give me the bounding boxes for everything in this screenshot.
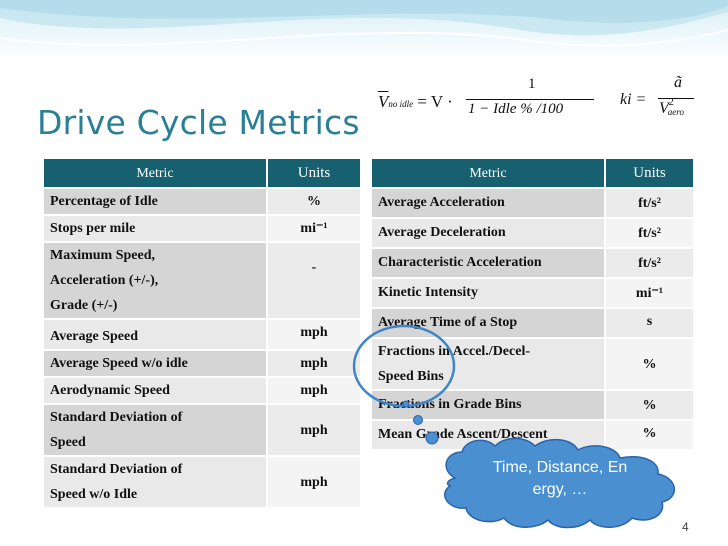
metric-cell: Maximum Speed, Acceleration (+/-), Grade… [42, 241, 268, 320]
table-row: Kinetic Intensity mi⁻¹ [370, 277, 695, 309]
table-row: Average Acceleration ft/s² [370, 187, 695, 219]
metric-cell: Average Speed [42, 318, 268, 351]
metric-cell: Kinetic Intensity [370, 277, 606, 309]
units-cell: ft/s² [604, 217, 695, 249]
formula-1-fraction-bar [466, 99, 594, 100]
metric-cell: Characteristic Acceleration [370, 247, 606, 279]
metric-cell: Average Acceleration [370, 187, 606, 219]
units-cell: ft/s² [604, 247, 695, 279]
header-band [0, 0, 728, 60]
metric-cell: Standard Deviation of Speed w/o Idle [42, 455, 268, 509]
metric-cell: Percentage of Idle [42, 187, 268, 216]
metric-cell: Average Time of a Stop [370, 307, 606, 339]
table-row: Average Time of a Stop s [370, 307, 695, 339]
units-cell: % [604, 419, 695, 451]
callout-line-1: Time, Distance, En [492, 459, 628, 476]
table-header-row: Metric Units [370, 157, 695, 189]
table-header-row: Metric Units [42, 157, 362, 189]
metric-line: Speed [50, 435, 86, 450]
units-cell: % [604, 337, 695, 391]
metric-line: Grade (+/-) [50, 298, 118, 313]
formula-kinetic-intensity: ki = ã V2aero [620, 74, 700, 124]
formula-2-fraction-bar [658, 98, 694, 99]
formula-2-den-sup: 2 [668, 97, 674, 108]
units-cell: mph [266, 349, 362, 378]
metric-column-header: Metric [42, 157, 268, 189]
formula-1-lhs-sub: no idle [388, 99, 414, 109]
metric-line: Fractions in Accel./Decel- [378, 344, 531, 359]
callout-text: Time, Distance, En ergy, … [460, 457, 660, 501]
units-cell: s [604, 307, 695, 339]
left-metrics-table: Metric Units Percentage of Idle % Stops … [42, 157, 362, 509]
metric-cell: Aerodynamic Speed [42, 376, 268, 405]
metric-cell: Standard Deviation of Speed [42, 403, 268, 457]
metric-line: Standard Deviation of [50, 410, 183, 425]
metric-cell: Mean Grade Ascent/Descent [370, 419, 606, 451]
metric-line: Standard Deviation of [50, 462, 183, 477]
formula-2-denominator: V [659, 100, 669, 117]
formula-1-lhs: V [378, 92, 389, 111]
table-row: Average Speed w/o idle mph [42, 349, 362, 378]
table-row: Characteristic Acceleration ft/s² [370, 247, 695, 279]
table-row: Stops per mile mi⁻¹ [42, 214, 362, 243]
metric-cell: Fractions in Grade Bins [370, 389, 606, 421]
table-row: Mean Grade Ascent/Descent % [370, 419, 695, 451]
formula-2-numerator: ã [674, 74, 682, 91]
table-row: Fractions in Accel./Decel- Speed Bins % [370, 337, 695, 391]
header-wave-decoration [0, 0, 728, 47]
metric-cell: Average Speed w/o idle [42, 349, 268, 378]
table-row: Standard Deviation of Speed w/o Idle mph [42, 455, 362, 509]
metric-line: Speed Bins [378, 369, 444, 384]
units-cell: mph [266, 318, 362, 351]
units-cell: - [266, 241, 362, 320]
table-row: Maximum Speed, Acceleration (+/-), Grade… [42, 241, 362, 320]
page-number: 4 [682, 520, 689, 534]
units-cell: mi⁻¹ [266, 214, 362, 243]
metric-column-header: Metric [370, 157, 606, 189]
units-column-header: Units [604, 157, 695, 189]
callout-line-2: ergy, … [532, 481, 588, 498]
table-row: Average Deceleration ft/s² [370, 217, 695, 249]
units-cell: % [604, 389, 695, 421]
formula-1-denominator: 1 − Idle % /100 [468, 101, 564, 117]
formula-1-eq: = V · [417, 92, 453, 111]
slide-title: Drive Cycle Metrics [37, 103, 360, 142]
units-cell: mph [266, 376, 362, 405]
table-row: Fractions in Grade Bins % [370, 389, 695, 421]
right-metrics-table: Metric Units Average Acceleration ft/s² … [370, 157, 695, 451]
formula-v-no-idle: Vno idle = V · 1 1 − Idle % /100 [378, 76, 603, 124]
table-row: Percentage of Idle % [42, 187, 362, 216]
formula-1-numerator: 1 [528, 76, 536, 92]
metric-cell: Stops per mile [42, 214, 268, 243]
metric-line: Acceleration (+/-), [50, 273, 159, 288]
units-column-header: Units [266, 157, 362, 189]
metric-line: Maximum Speed, [50, 248, 155, 263]
metric-cell: Average Deceleration [370, 217, 606, 249]
formula-2-den-sub: aero [667, 107, 684, 117]
units-cell: mi⁻¹ [604, 277, 695, 309]
units-cell: mph [266, 455, 362, 509]
units-cell: % [266, 187, 362, 216]
formula-2-lhs: ki = [620, 91, 647, 108]
metric-line: Speed w/o Idle [50, 487, 138, 502]
units-cell: mph [266, 403, 362, 457]
table-row: Aerodynamic Speed mph [42, 376, 362, 405]
units-cell: ft/s² [604, 187, 695, 219]
table-row: Standard Deviation of Speed mph [42, 403, 362, 457]
table-row: Average Speed mph [42, 318, 362, 351]
metric-cell: Fractions in Accel./Decel- Speed Bins [370, 337, 606, 391]
